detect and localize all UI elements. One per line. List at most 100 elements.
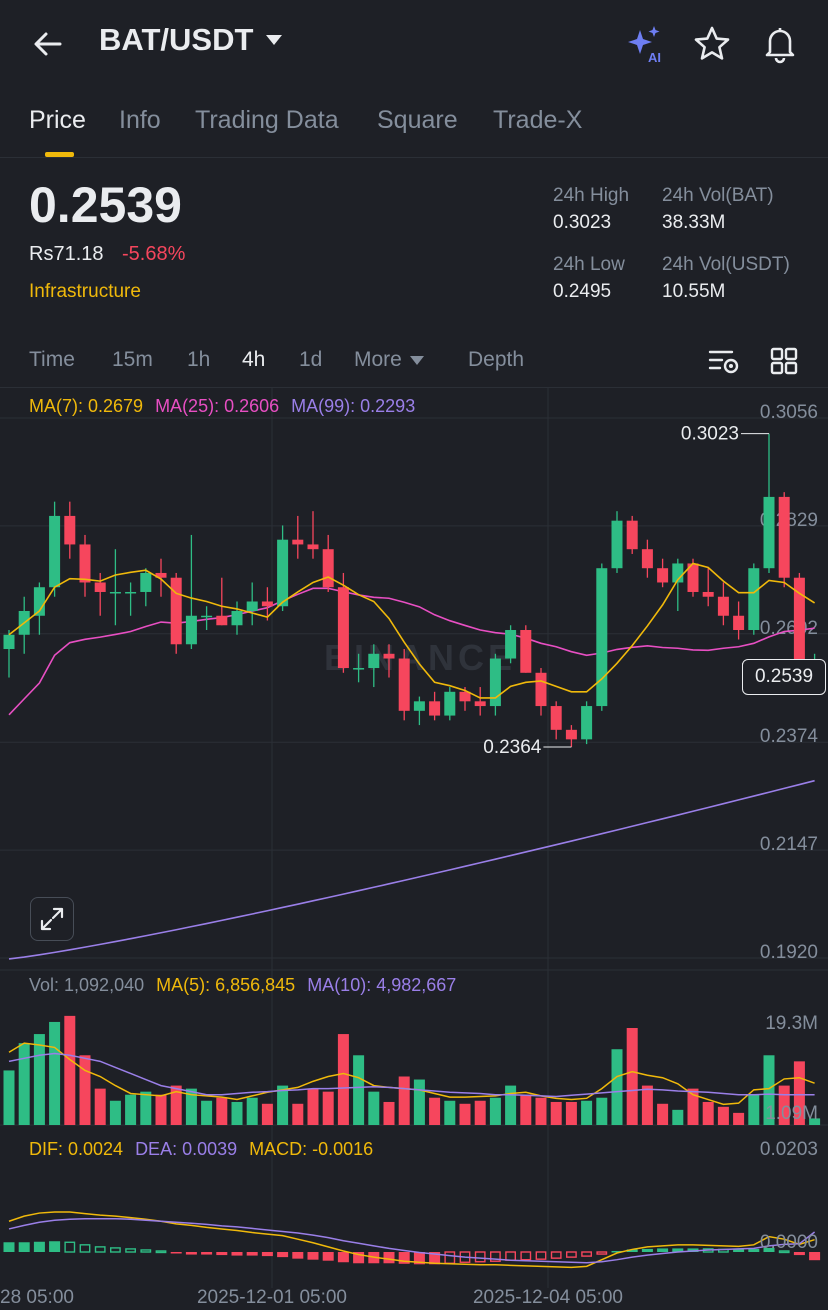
volume-bar: [474, 1100, 486, 1125]
depth-tab[interactable]: Depth: [468, 348, 525, 371]
macd-bar: [490, 1251, 501, 1262]
volume-bar: [64, 1015, 76, 1125]
tab-trading-data[interactable]: Trading Data: [195, 106, 339, 134]
macd-bar: [398, 1252, 410, 1264]
volume-bar: [353, 1055, 365, 1125]
fullscreen-expand-button[interactable]: [30, 897, 74, 941]
macd-axis: 0.0203 0.0000: [760, 1139, 818, 1253]
macd-legend: DIF: 0.0024 DEA: 0.0039 MACD: -0.0016: [29, 1139, 385, 1160]
volume-bar: [535, 1097, 547, 1125]
interval-more-label: More: [354, 348, 402, 371]
candle-body: [429, 701, 441, 716]
low-marker-label: 0.2364: [483, 737, 542, 758]
interval-bar: Time 15m 1h 4h 1d More Depth: [0, 336, 828, 388]
category-tag[interactable]: Infrastructure: [29, 281, 141, 302]
price-axis-label: 0.2374: [760, 726, 819, 747]
volume-bar: [413, 1079, 425, 1125]
stat-24h-high-label: 24h High: [553, 185, 630, 206]
candle-body: [368, 653, 380, 669]
macd-value-legend: MACD: -0.0016: [249, 1139, 374, 1159]
macd-bar: [413, 1252, 425, 1265]
favorite-star-icon[interactable]: [692, 24, 732, 64]
time-axis: 28 05:00 2025-12-01 05:00 2025-12-04 05:00: [0, 1287, 623, 1308]
candle-body: [64, 515, 76, 545]
caret-down-icon: [266, 35, 283, 45]
volume-bar: [201, 1100, 213, 1125]
tab-info[interactable]: Info: [119, 106, 161, 134]
volume-bar: [140, 1091, 152, 1125]
volume-ma10-legend: MA(10): 4,982,667: [307, 975, 457, 995]
volume-bar: [611, 1049, 623, 1125]
volume-bar: [702, 1101, 714, 1125]
pair-selector[interactable]: BAT/USDT: [99, 22, 283, 58]
macd-bar: [566, 1251, 577, 1258]
volume-bar: [170, 1085, 182, 1125]
macd-bar: [626, 1249, 638, 1252]
macd-axis-label: 0.0000: [760, 1232, 818, 1253]
macd-bar: [611, 1250, 623, 1253]
macd-bar: [155, 1250, 167, 1254]
notification-bell-icon[interactable]: [760, 24, 800, 64]
macd-bar: [64, 1241, 76, 1253]
candle-body: [337, 587, 349, 669]
macd-bar: [657, 1248, 669, 1252]
fiat-price: Rs71.18: [29, 243, 104, 265]
volume-bar: [809, 1118, 821, 1125]
ai-sparkle-icon[interactable]: AI: [624, 22, 668, 66]
ma-legend: MA(7): 0.2679 MA(25): 0.2606 MA(99): 0.229…: [29, 396, 427, 417]
candle-body: [322, 549, 334, 588]
price-axis-label: 0.1920: [760, 942, 818, 963]
stat-24h-low-label: 24h Low: [553, 254, 625, 275]
macd-bar: [322, 1252, 334, 1261]
macd-bar: [505, 1251, 516, 1261]
ma99-legend: MA(99): 0.2293: [291, 396, 416, 416]
price-axis-label: 0.2147: [760, 834, 818, 855]
kline-chart[interactable]: BINANCE 0.30560.28290.26020.23740.21470.…: [0, 388, 828, 1310]
macd-bar: [231, 1252, 243, 1256]
interval-15m[interactable]: 15m: [112, 348, 153, 371]
macd-bar: [201, 1252, 213, 1255]
candle-body: [79, 544, 91, 583]
macd-bar: [550, 1251, 562, 1259]
interval-1h[interactable]: 1h: [187, 348, 211, 371]
ma7-legend: MA(7): 0.2679: [29, 396, 144, 416]
layout-grid-icon[interactable]: [770, 347, 798, 375]
interval-more-dropdown[interactable]: More: [354, 348, 424, 372]
volume-bar: [596, 1097, 608, 1125]
tab-square[interactable]: Square: [377, 106, 458, 134]
volume-bar: [79, 1055, 91, 1125]
candle-body: [109, 591, 121, 594]
macd-dea-legend: DEA: 0.0039: [135, 1139, 238, 1159]
volume-bar: [444, 1100, 456, 1125]
macd-bar: [246, 1252, 258, 1256]
interval-1d[interactable]: 1d: [299, 348, 323, 371]
tab-trade-x[interactable]: Trade-X: [493, 106, 583, 134]
back-arrow-icon[interactable]: [28, 24, 68, 64]
volume-bar: [763, 1055, 775, 1125]
candle-body: [596, 568, 608, 707]
volume-bar: [246, 1097, 258, 1125]
candle-body: [489, 658, 501, 707]
volume-bar: [733, 1112, 745, 1125]
tab-price[interactable]: Price: [29, 106, 86, 134]
volume-bar: [33, 1034, 45, 1125]
volume-bar: [307, 1088, 319, 1125]
stat-24h-high-value: 0.3023: [553, 212, 612, 233]
macd-bar: [292, 1252, 304, 1259]
candle-body: [292, 539, 304, 545]
candle-body: [398, 658, 410, 711]
candle-body: [702, 591, 714, 597]
candle-body: [170, 577, 182, 645]
indicator-settings-icon[interactable]: [708, 348, 740, 376]
macd-bar: [383, 1252, 395, 1264]
candle-body: [261, 601, 273, 607]
volume-bar: [185, 1088, 197, 1125]
candle-body: [717, 596, 729, 616]
candle-body: [277, 539, 289, 607]
volume-bar: [641, 1085, 653, 1125]
macd-bar: [307, 1252, 319, 1260]
interval-time[interactable]: Time: [29, 348, 75, 371]
candle-body: [550, 706, 562, 730]
interval-4h[interactable]: 4h: [242, 348, 266, 371]
volume-bar: [793, 1061, 805, 1125]
